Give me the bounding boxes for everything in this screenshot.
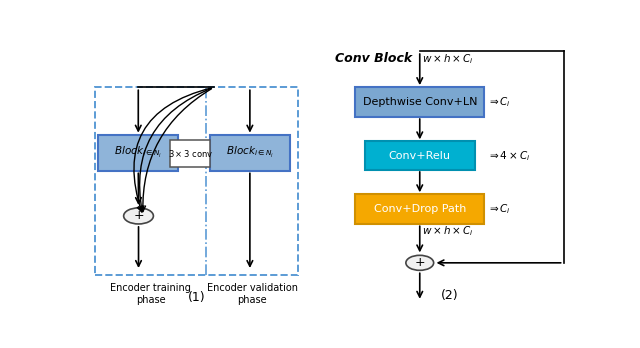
Text: $\Rightarrow C_i$: $\Rightarrow C_i$ bbox=[487, 95, 511, 109]
Text: $\Rightarrow C_i$: $\Rightarrow C_i$ bbox=[487, 202, 511, 216]
Text: $3\times3$ conv: $3\times3$ conv bbox=[168, 148, 213, 159]
FancyBboxPatch shape bbox=[355, 195, 484, 224]
Text: (1): (1) bbox=[188, 291, 205, 304]
Text: Encoder training
phase: Encoder training phase bbox=[110, 283, 191, 304]
Text: Conv Block: Conv Block bbox=[335, 53, 413, 65]
Text: $+$: $+$ bbox=[414, 256, 426, 269]
Text: $w\times h\times C_i$: $w\times h\times C_i$ bbox=[422, 225, 474, 238]
Text: (2): (2) bbox=[441, 289, 458, 302]
FancyBboxPatch shape bbox=[355, 87, 484, 117]
Text: $Block_{i\in N_i}$: $Block_{i\in N_i}$ bbox=[115, 145, 163, 160]
Circle shape bbox=[124, 208, 154, 224]
Text: $w\times h\times C_i$: $w\times h\times C_i$ bbox=[422, 53, 474, 66]
Text: $\Rightarrow 4\times C_i$: $\Rightarrow 4\times C_i$ bbox=[487, 149, 531, 163]
Circle shape bbox=[406, 255, 434, 270]
FancyBboxPatch shape bbox=[170, 140, 211, 167]
FancyBboxPatch shape bbox=[99, 135, 178, 171]
Text: Encoder validation
phase: Encoder validation phase bbox=[207, 283, 298, 304]
Text: Conv+Drop Path: Conv+Drop Path bbox=[374, 204, 466, 214]
Text: Depthwise Conv+LN: Depthwise Conv+LN bbox=[362, 97, 477, 107]
FancyBboxPatch shape bbox=[365, 141, 475, 170]
Text: $+$: $+$ bbox=[133, 209, 144, 222]
FancyBboxPatch shape bbox=[210, 135, 290, 171]
Text: $Block_{i\in N_i}$: $Block_{i\in N_i}$ bbox=[226, 145, 274, 160]
Text: Conv+Relu: Conv+Relu bbox=[388, 151, 451, 161]
